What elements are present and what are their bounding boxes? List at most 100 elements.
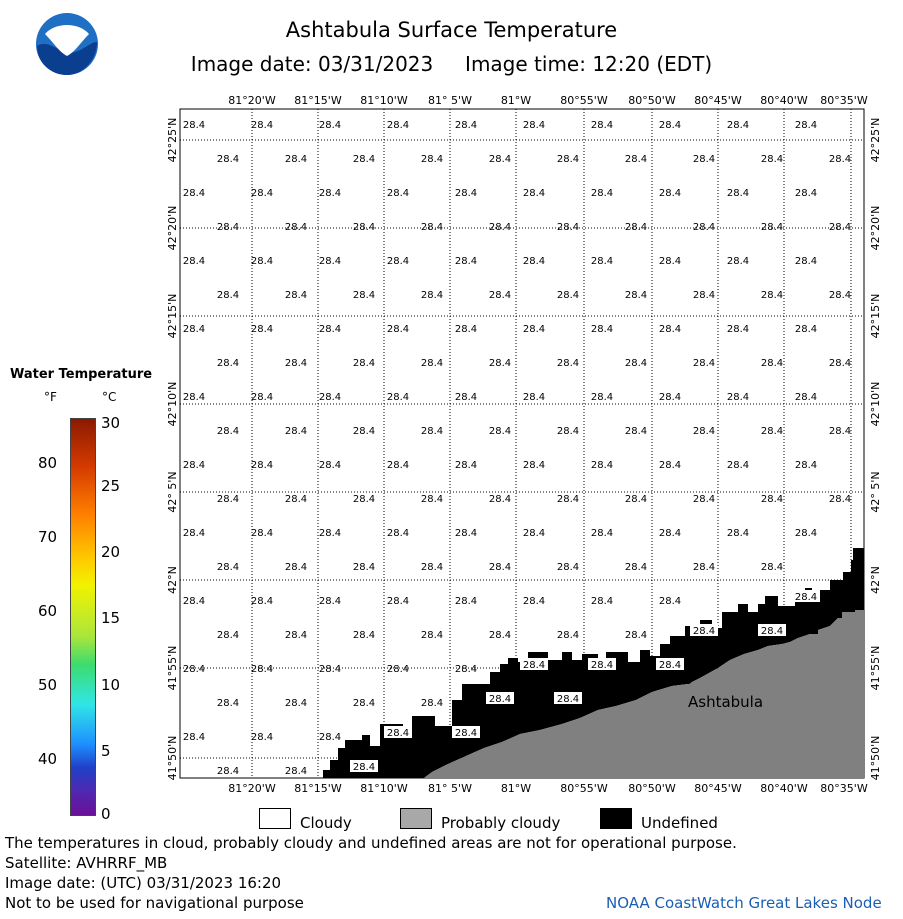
lat-label-left: 41°50'N (166, 736, 179, 781)
temp-value: 28.4 (625, 154, 647, 165)
f-tick-label: 60 (38, 602, 58, 620)
temp-value: 28.4 (217, 154, 239, 165)
temp-value: 28.4 (251, 596, 273, 607)
temp-value: 28.4 (659, 120, 681, 131)
lon-label-top: 80°35'W (820, 94, 868, 107)
f-tick-label: 80 (38, 454, 58, 472)
temp-value: 28.4 (319, 460, 341, 471)
temp-value: 28.4 (489, 426, 511, 437)
temp-value: 28.4 (319, 324, 341, 335)
temp-value: 28.4 (625, 630, 647, 641)
lat-label-right: 42°N (869, 566, 882, 594)
temp-value: 28.4 (727, 392, 749, 403)
lat-label-left: 42°20'N (166, 206, 179, 251)
temp-value: 28.4 (523, 392, 545, 403)
temp-value: 28.4 (761, 494, 783, 505)
temp-value: 28.4 (455, 728, 477, 739)
temp-value: 28.4 (421, 698, 443, 709)
temp-value: 28.4 (523, 120, 545, 131)
temp-value: 28.4 (557, 154, 579, 165)
temp-value: 28.4 (795, 188, 817, 199)
temp-value: 28.4 (387, 120, 409, 131)
temp-value: 28.4 (693, 290, 715, 301)
temp-value: 28.4 (455, 392, 477, 403)
unit-f: °F (44, 390, 57, 404)
temp-value: 28.4 (251, 188, 273, 199)
credit-link[interactable]: NOAA CoastWatch Great Lakes Node (606, 894, 882, 912)
temp-value: 28.4 (251, 528, 273, 539)
temp-value: 28.4 (183, 392, 205, 403)
temp-value: 28.4 (693, 562, 715, 573)
temp-value: 28.4 (217, 358, 239, 369)
temp-value: 28.4 (353, 698, 375, 709)
temp-value: 28.4 (693, 426, 715, 437)
temp-value: 28.4 (387, 188, 409, 199)
temp-value: 28.4 (829, 222, 851, 233)
temp-value: 28.4 (455, 188, 477, 199)
f-tick-label: 50 (38, 676, 58, 694)
temp-value: 28.4 (591, 460, 613, 471)
c-tick-label: 15 (101, 609, 121, 627)
temp-value: 28.4 (217, 698, 239, 709)
lon-label-top: 81°15'W (294, 94, 342, 107)
footer-navigation-note: Not to be used for navigational purpose (5, 894, 304, 912)
temp-value: 28.4 (523, 324, 545, 335)
temp-value: 28.4 (285, 358, 307, 369)
temp-value: 28.4 (693, 222, 715, 233)
temp-value: 28.4 (693, 154, 715, 165)
temp-value: 28.4 (387, 664, 409, 675)
temp-value: 28.4 (387, 460, 409, 471)
temp-value: 28.4 (795, 528, 817, 539)
temp-value: 28.4 (353, 762, 375, 773)
temp-value: 28.4 (421, 630, 443, 641)
temp-value: 28.4 (455, 324, 477, 335)
legend-undefined-label: Undefined (641, 814, 718, 832)
temp-value: 28.4 (625, 562, 647, 573)
temp-value: 28.4 (319, 188, 341, 199)
c-tick-label: 5 (101, 742, 111, 760)
temp-value-bg (690, 624, 718, 636)
temp-value: 28.4 (557, 694, 579, 705)
temp-value: 28.4 (625, 290, 647, 301)
temp-value: 28.4 (183, 596, 205, 607)
temp-value: 28.4 (251, 256, 273, 267)
temp-value: 28.4 (591, 256, 613, 267)
temp-value-bg (350, 760, 378, 772)
temp-value: 28.4 (727, 120, 749, 131)
temp-value: 28.4 (523, 460, 545, 471)
temp-value: 28.4 (183, 188, 205, 199)
temp-value: 28.4 (761, 358, 783, 369)
temp-value: 28.4 (761, 562, 783, 573)
lon-label-bottom: 80°50'W (628, 782, 676, 795)
lon-label-bottom: 80°55'W (560, 782, 608, 795)
temp-value: 28.4 (183, 324, 205, 335)
temp-value: 28.4 (795, 460, 817, 471)
temp-value: 28.4 (183, 528, 205, 539)
noaa-logo-icon: NOAA (35, 12, 99, 80)
lon-label-top: 81°W (501, 94, 531, 107)
temp-value-bg (656, 658, 684, 670)
lon-label-top: 80°45'W (694, 94, 742, 107)
temp-value: 28.4 (285, 630, 307, 641)
footer-satellite: Satellite: AVHRRF_MB (5, 854, 168, 872)
temp-value: 28.4 (761, 426, 783, 437)
temp-value: 28.4 (761, 626, 783, 637)
footer-disclaimer: The temperatures in cloud, probably clou… (5, 834, 737, 852)
temp-value: 28.4 (659, 324, 681, 335)
temp-value-bg (384, 726, 412, 738)
c-tick-label: 25 (101, 477, 121, 495)
temp-value: 28.4 (319, 256, 341, 267)
temp-value: 28.4 (285, 494, 307, 505)
temp-value: 28.4 (217, 630, 239, 641)
footer-utc-date: Image date: (UTC) 03/31/2023 16:20 (5, 874, 282, 892)
temp-value: 28.4 (455, 596, 477, 607)
temp-value: 28.4 (183, 460, 205, 471)
unit-c: °C (102, 390, 117, 404)
temp-value: 28.4 (319, 528, 341, 539)
temp-value: 28.4 (217, 562, 239, 573)
temp-value: 28.4 (761, 222, 783, 233)
temp-value: 28.4 (591, 392, 613, 403)
temp-value: 28.4 (829, 290, 851, 301)
temp-value: 28.4 (251, 392, 273, 403)
temp-value: 28.4 (761, 290, 783, 301)
